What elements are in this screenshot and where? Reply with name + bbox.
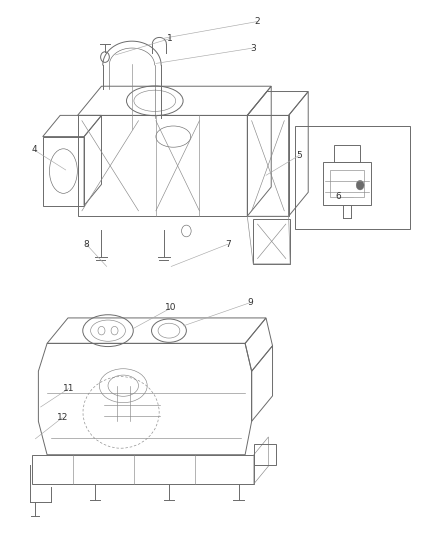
Text: 4: 4 xyxy=(31,146,37,155)
Text: 3: 3 xyxy=(250,44,256,53)
Text: 2: 2 xyxy=(254,17,260,26)
Circle shape xyxy=(356,180,364,190)
Text: 10: 10 xyxy=(166,303,177,312)
Text: 8: 8 xyxy=(83,240,89,249)
Text: 9: 9 xyxy=(247,298,253,307)
Text: 11: 11 xyxy=(63,384,74,393)
Text: 6: 6 xyxy=(336,192,342,201)
Text: 5: 5 xyxy=(297,151,302,160)
Text: 7: 7 xyxy=(225,240,230,249)
Text: 1: 1 xyxy=(167,34,173,43)
Text: 12: 12 xyxy=(57,413,68,422)
